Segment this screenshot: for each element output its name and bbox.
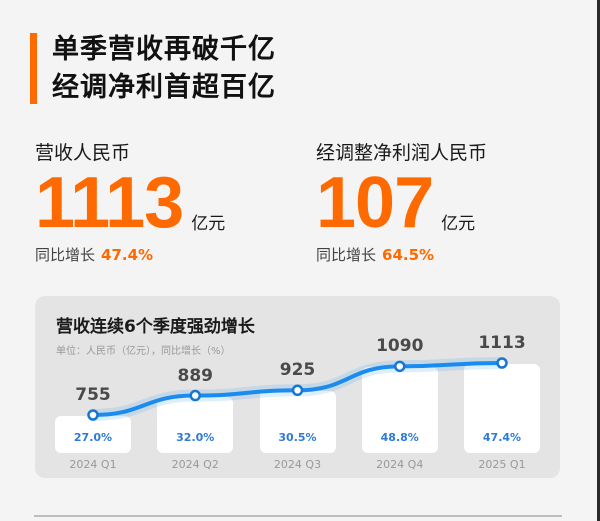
x-axis-label: 2024 Q1 [69,458,117,471]
data-point-marker [496,357,508,369]
bar: 30.5% [259,391,336,453]
headline-line-2: 经调净利首超百亿 [52,72,276,103]
kpi-unit: 亿元 [441,214,476,234]
revenue-value-label: 925 [279,360,316,381]
kpi-growth-label: 同比增长 [316,246,377,264]
headline: 单季营收再破千亿 经调净利首超百亿 [52,31,276,107]
revenue-chart-card: 营收连续6个季度强劲增长 单位：人民币（亿元），同比增长（%） 27.0% 755… [35,296,560,478]
kpi-growth-value: 64.5% [382,246,435,264]
kpi-unit: 亿元 [191,214,226,234]
x-axis-label: 2024 Q2 [171,458,219,471]
yoy-growth-label: 27.0% [73,431,113,444]
window-edge [597,0,600,521]
yoy-growth-label: 30.5% [278,430,317,444]
data-point-marker [189,389,201,402]
data-point-marker [87,409,99,421]
bar: 47.4% [464,364,540,453]
kpi-value: 107 [316,163,434,243]
yoy-growth-label: 32.0% [176,430,215,444]
accent-bar [30,33,37,104]
yoy-growth-label: 47.4% [482,431,522,444]
bar: 32.0% [157,396,234,453]
headline-line-1: 单季营收再破千亿 [52,34,276,65]
kpi-growth-value: 47.4% [101,246,154,264]
bar: 48.8% [361,367,438,453]
bar: 27.0% [55,416,131,453]
kpi-label: 营收人民币 [35,142,131,164]
x-axis-label: 2025 Q1 [478,458,526,471]
revenue-trend-line [87,357,508,421]
chart-title: 营收连续6个季度强劲增长 [56,317,255,337]
x-axis-label: 2024 Q4 [376,458,424,471]
yoy-growth-label: 48.8% [380,430,419,444]
revenue-value-label: 889 [177,365,214,386]
x-axis-label: 2024 Q3 [273,458,322,471]
data-point-marker [291,384,304,397]
kpi-revenue: 营收人民币 1113 亿元 同比增长 47.4% [35,140,225,265]
divider [34,515,562,517]
kpi-value: 1113 [35,163,184,243]
kpi-growth-label: 同比增长 [35,246,96,264]
revenue-line-chart: 27.0% 755 2024 Q1 32.0% 889 2024 Q2 30.5% 925 20… [35,296,560,478]
revenue-value-label: 1113 [478,333,526,353]
chart-subtitle: 单位：人民币（亿元），同比增长（%） [56,346,231,357]
revenue-value-label: 1090 [376,336,424,357]
revenue-value-label: 755 [75,385,111,405]
data-point-marker [394,360,406,373]
kpi-adjusted-net-profit: 经调整净利润人民币 107 亿元 同比增长 64.5% [316,140,487,265]
kpi-label: 经调整净利润人民币 [316,142,488,164]
